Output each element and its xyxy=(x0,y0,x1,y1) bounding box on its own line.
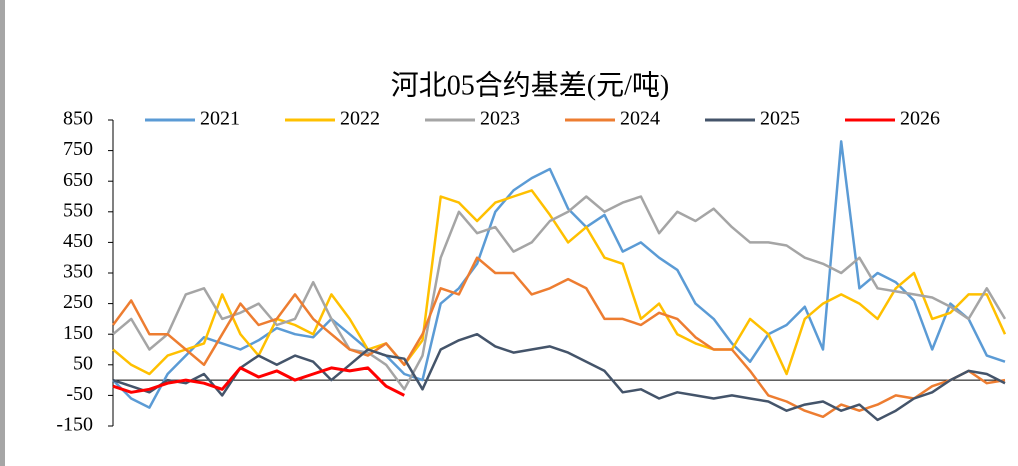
series-line xyxy=(111,256,1006,419)
legend-label: 2025 xyxy=(760,108,800,130)
left-border xyxy=(0,0,5,466)
y-tick-label: 150 xyxy=(63,322,93,344)
y-tick-label: 750 xyxy=(63,138,93,160)
series-line xyxy=(112,195,1007,391)
series-line xyxy=(112,332,1006,422)
legend-label: 2022 xyxy=(340,108,380,130)
chart-title: 河北05合约基差(元/吨) xyxy=(391,69,669,101)
legend-label: 2021 xyxy=(200,108,240,130)
series-line xyxy=(112,189,1007,376)
y-tick-label: 650 xyxy=(63,169,93,191)
legend-label: 2023 xyxy=(480,108,520,130)
legend-label: 2024 xyxy=(620,108,660,130)
series-line xyxy=(112,140,1006,409)
y-tick-label: -150 xyxy=(56,414,93,436)
y-tick-label: 450 xyxy=(63,230,93,252)
y-tick-label: 50 xyxy=(73,352,93,374)
y-tick-label: 550 xyxy=(63,199,93,221)
y-tick-label: 250 xyxy=(63,291,93,313)
legend-label: 2026 xyxy=(900,108,940,130)
series-line xyxy=(112,366,405,397)
y-tick-label: 850 xyxy=(63,108,93,130)
y-tick-label: 350 xyxy=(63,261,93,283)
y-tick-label: -50 xyxy=(66,383,93,405)
